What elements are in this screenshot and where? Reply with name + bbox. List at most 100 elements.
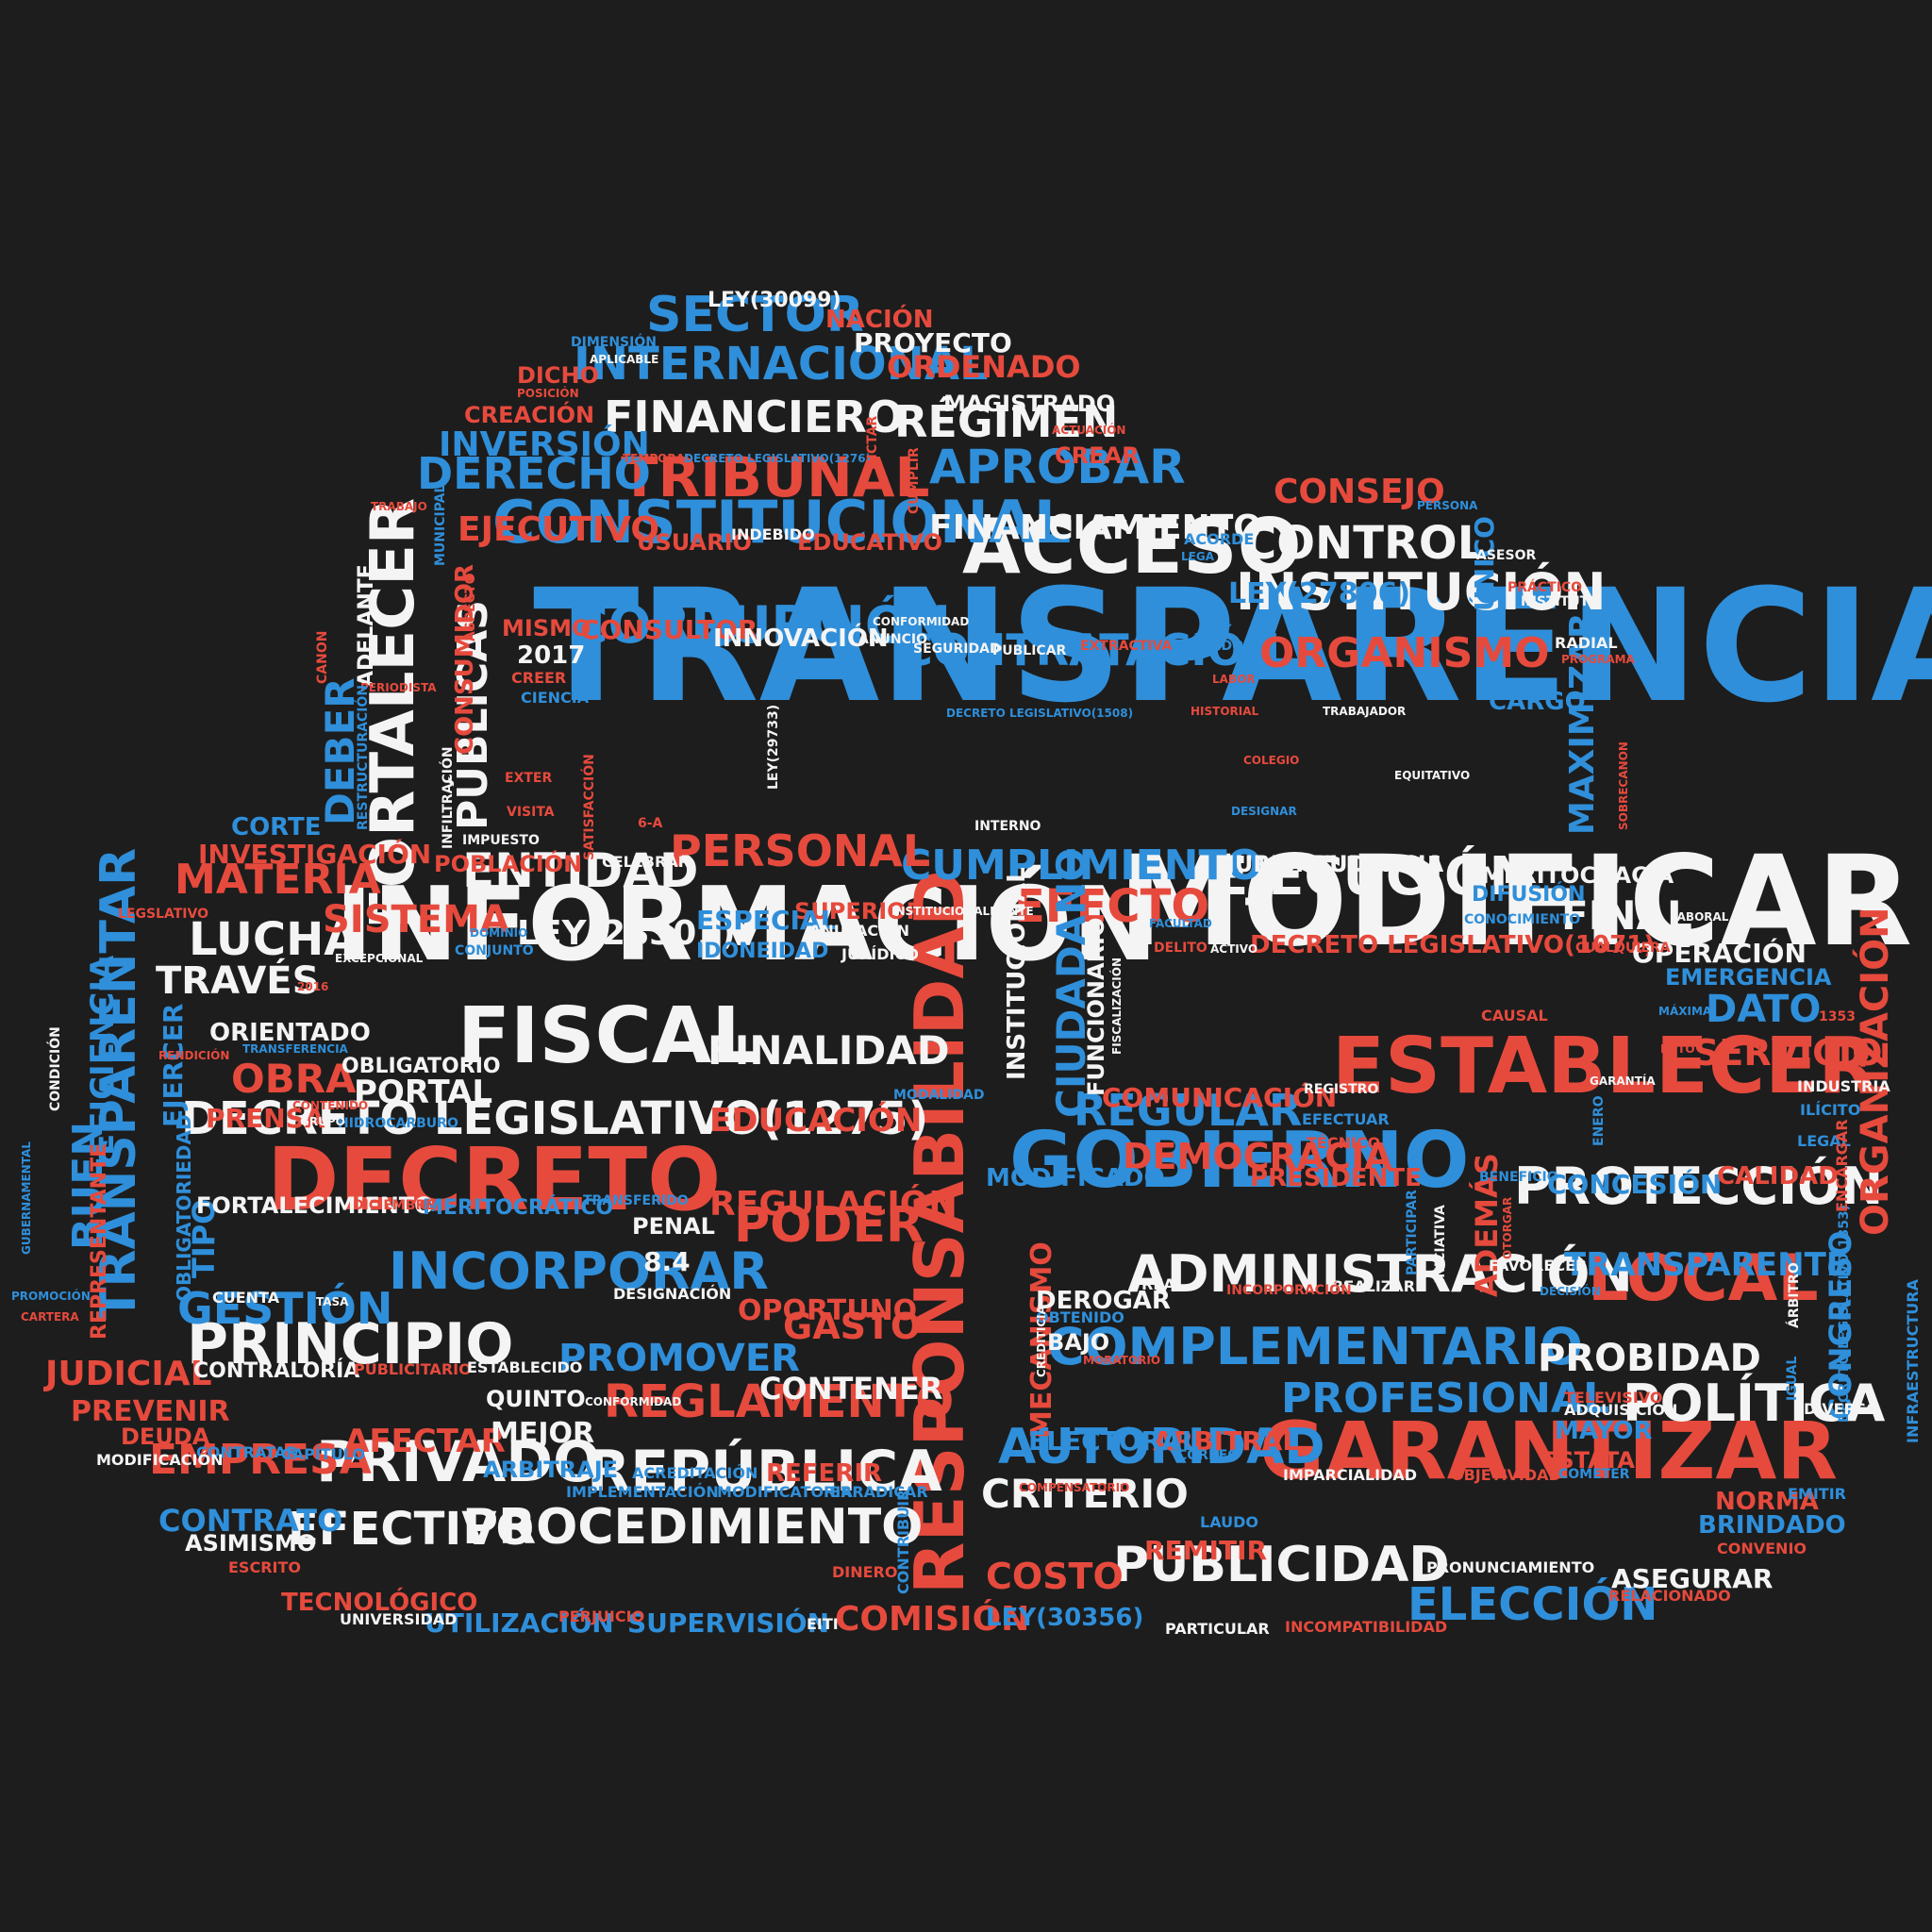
- cloud-word: NETO: [1660, 1042, 1695, 1056]
- cloud-word: CRITERIO: [981, 1471, 1189, 1517]
- cloud-word: ACREDITACIÓN: [632, 1464, 758, 1482]
- cloud-word: MODIFICACIÓN: [96, 1451, 224, 1469]
- cloud-word: PUBLICAR: [992, 643, 1067, 658]
- cloud-word: TEMPORAL: [623, 452, 692, 465]
- cloud-word: CORREO: [1177, 1448, 1240, 1463]
- cloud-word: 1353: [1819, 1009, 1856, 1024]
- cloud-word: CUMPLIMIENTO: [901, 841, 1262, 890]
- cloud-word: HIDROCARBURO: [338, 1116, 458, 1131]
- cloud-word: FAVORECER: [1489, 1257, 1588, 1274]
- cloud-word: DERECHO: [417, 448, 651, 499]
- cloud-word: DESIGNAR: [1231, 805, 1297, 818]
- cloud-word: PROMOCIÓN: [11, 1290, 91, 1303]
- cloud-word: REFERIR: [766, 1459, 883, 1488]
- cloud-word: INNOVACIÓN: [713, 625, 889, 653]
- cloud-word: FUNCIONARIO: [1083, 917, 1109, 1096]
- cloud-word: INFORMACIÓN: [335, 866, 1158, 984]
- cloud-word: ACCESO: [962, 503, 1302, 591]
- cloud-word: SERVICIO: [1693, 1032, 1883, 1074]
- cloud-word: DECRETO LEGISLATIVO(1275): [181, 1092, 929, 1145]
- cloud-word: LEY(29733): [766, 704, 781, 790]
- cloud-word: PRENSA: [206, 1103, 325, 1134]
- cloud-word: DIFUSIÓN: [1472, 883, 1586, 907]
- cloud-word: TECNOLÓGICO: [281, 1589, 478, 1617]
- cloud-word: APLICABLE: [590, 353, 659, 366]
- cloud-word: LEY(28301): [517, 914, 736, 953]
- cloud-word: COMETER: [1558, 1467, 1630, 1482]
- cloud-word: DIMENSIÓN: [571, 335, 657, 350]
- cloud-word: POLÍTICA: [1623, 1374, 1886, 1433]
- cloud-word: CONSEJO: [1274, 473, 1445, 511]
- cloud-word: TÉCNICO: [1307, 1134, 1381, 1152]
- cloud-word: ENTIDAD: [462, 843, 699, 898]
- cloud-word: NACIÓN: [825, 306, 934, 334]
- cloud-word: SUPERVISIÓN: [627, 1607, 830, 1639]
- cloud-word: IDONEIDAD: [696, 940, 829, 963]
- cloud-word: 2017: [517, 641, 586, 670]
- cloud-word: CAUSAL: [1481, 1007, 1548, 1024]
- cloud-word: INFILTRACIÓN: [441, 746, 456, 849]
- cloud-word: PROCEDIMIENTO: [462, 1499, 924, 1556]
- cloud-word: LEGSLATIVO: [118, 907, 208, 922]
- cloud-word: CORTE: [231, 813, 322, 841]
- cloud-word: CONTRATO: [158, 1503, 343, 1539]
- cloud-word: LABORAL: [1670, 910, 1729, 924]
- cloud-word: ACTUACIÓN: [1052, 424, 1126, 437]
- cloud-word: DECRETO: [267, 1129, 722, 1230]
- cloud-word: POBLACIÓN: [434, 851, 583, 877]
- cloud-word: INSTITUCIÓN: [1236, 562, 1607, 622]
- cloud-word: EDUCATIVO: [797, 529, 942, 556]
- cloud-word: RESTRUCTURACIÓN: [356, 684, 371, 830]
- cloud-word: PROFESIONAL: [1281, 1374, 1610, 1423]
- cloud-word: PRIVADO: [316, 1429, 602, 1495]
- cloud-word: USUARIO: [637, 529, 752, 556]
- cloud-word: COMPENSATORIO: [1019, 1481, 1130, 1494]
- cloud-word: DECRETO LEGISLATIVO(1508): [946, 707, 1134, 720]
- cloud-word: ARBITRAL: [1153, 1425, 1300, 1457]
- cloud-word: ANULACIÓN: [809, 922, 910, 940]
- cloud-word: SEGURIDAD: [913, 641, 1001, 657]
- cloud-word: CONOCIMIENTO: [1464, 912, 1581, 927]
- cloud-word: PORTAL: [354, 1074, 493, 1111]
- cloud-word: IGUAL: [1785, 1356, 1800, 1401]
- cloud-word: ADQUISICIÓN: [1564, 1401, 1678, 1419]
- cloud-word: VISITA: [507, 805, 555, 820]
- cloud-word: TRABAJADOR: [1323, 705, 1407, 718]
- cloud-word: FISCALIZACIÓN: [1110, 957, 1124, 1055]
- cloud-word: CONFORMIDAD: [873, 615, 970, 628]
- cloud-word: OPERACIÓN: [1632, 938, 1807, 969]
- cloud-word: DEBER: [317, 677, 363, 825]
- cloud-word: PRINCIPIO: [187, 1311, 514, 1377]
- cloud-word: CONTROL: [1243, 517, 1487, 570]
- cloud-word: CONSULTOR: [580, 614, 758, 645]
- cloud-word: ESTABLECER: [1332, 1022, 1878, 1111]
- cloud-word: COMPLEMENTARIO: [1047, 1317, 1583, 1376]
- cloud-word: MUNICIPAL: [433, 484, 448, 566]
- cloud-word: QUINTO: [486, 1386, 586, 1412]
- cloud-word: CONCESIÓN: [1547, 1169, 1723, 1200]
- cloud-word: ENCARGAR: [1833, 1119, 1851, 1212]
- cloud-word: PARTICIPAR: [1405, 1190, 1420, 1275]
- cloud-word: DECISIÓN: [1540, 1285, 1601, 1298]
- cloud-word: TRANSFERENCIA: [242, 1042, 348, 1056]
- cloud-word: DICHO: [517, 362, 599, 389]
- cloud-word: EJECUTIVO: [458, 510, 660, 549]
- cloud-word: DICIEMBRE: [353, 1198, 435, 1213]
- cloud-word: TRANSPARENCIA: [533, 556, 1932, 737]
- cloud-word: ÚNICO: [1469, 516, 1500, 611]
- cloud-word: COLEGIO: [1243, 754, 1300, 767]
- cloud-word: FORTALECIMIENTO: [196, 1192, 434, 1219]
- cloud-word: DECRETO LEGISLATIVO(1071): [1250, 931, 1656, 959]
- cloud-word: ELECTORAL: [1028, 1425, 1199, 1457]
- cloud-word: CUMPLIR: [907, 447, 922, 514]
- cloud-word: APROBAR: [929, 440, 1186, 494]
- cloud-word: MAYOR: [1555, 1417, 1653, 1445]
- cloud-word: MODALIDAD: [893, 1088, 985, 1103]
- cloud-word: REPÚBLICA: [587, 1439, 942, 1505]
- cloud-word: REAL: [1141, 1275, 1185, 1293]
- cloud-word: ACORDE: [1184, 530, 1255, 548]
- cloud-word: LEGAL: [1797, 1132, 1851, 1150]
- cloud-word: SECTOR: [646, 287, 864, 343]
- cloud-word: INCORPORACIÓN: [1226, 1283, 1352, 1298]
- cloud-word: FINANCIAMIENTO: [929, 508, 1262, 547]
